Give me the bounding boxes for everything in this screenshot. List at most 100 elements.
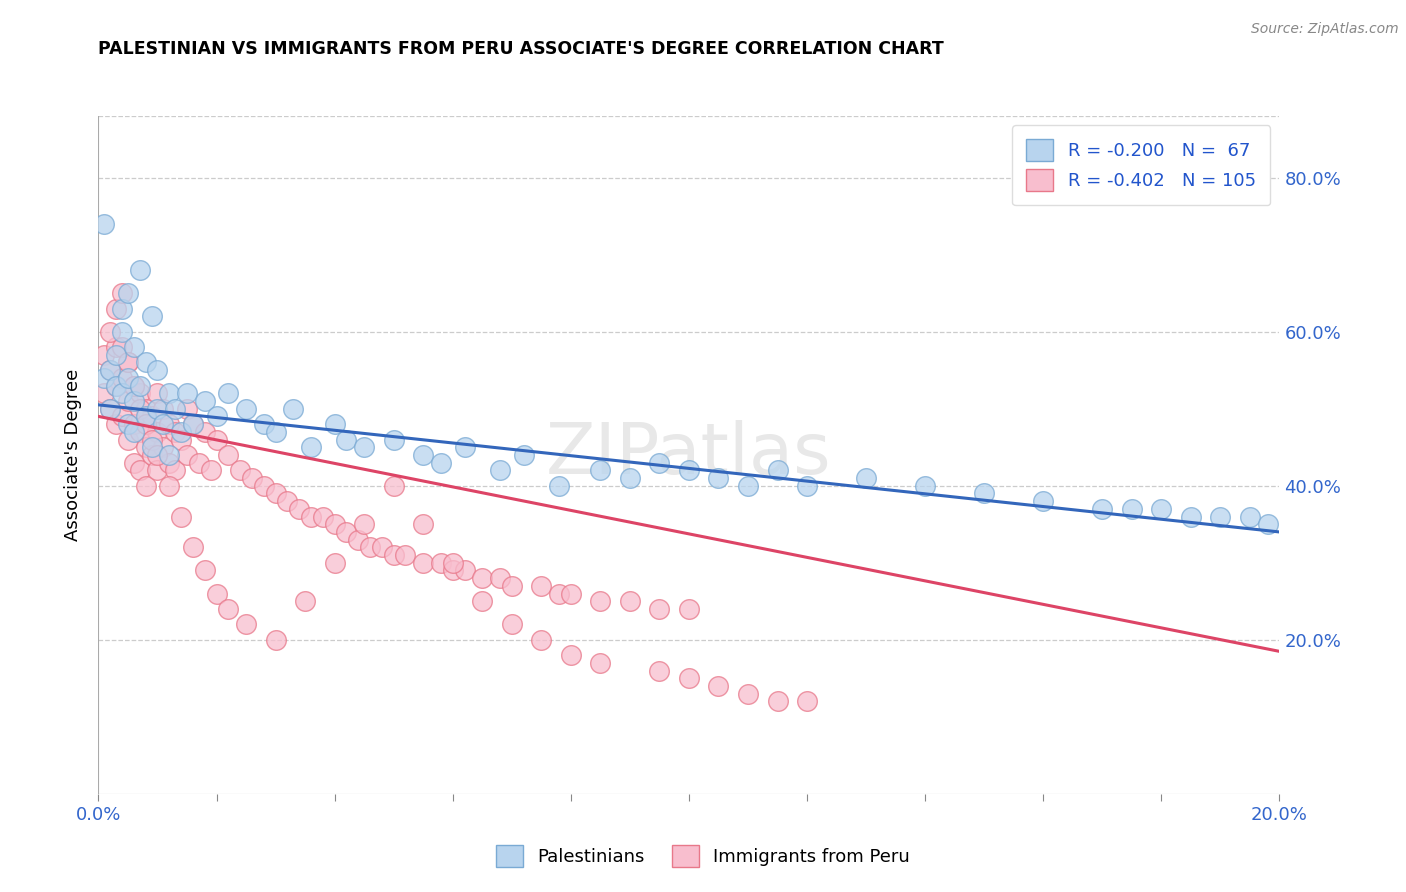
Point: [135, 479, 157, 493]
Point: [1121, 501, 1143, 516]
Point: [1209, 509, 1232, 524]
Point: [111, 371, 134, 385]
Point: [122, 340, 145, 354]
Point: [128, 378, 150, 392]
Point: [93, 371, 115, 385]
Point: [335, 433, 357, 447]
Point: [146, 425, 169, 439]
Point: [371, 541, 394, 555]
Point: [678, 463, 700, 477]
Point: [117, 394, 139, 409]
Point: [176, 448, 198, 462]
Point: [299, 440, 322, 454]
Point: [111, 409, 134, 424]
Point: [98, 401, 121, 416]
Point: [264, 486, 287, 500]
Point: [105, 378, 128, 392]
Point: [135, 440, 157, 454]
Point: [323, 556, 346, 570]
Point: [205, 433, 228, 447]
Point: [796, 694, 818, 708]
Point: [530, 579, 553, 593]
Point: [141, 310, 163, 324]
Point: [619, 471, 641, 485]
Point: [141, 409, 163, 424]
Text: ZIPatlas: ZIPatlas: [546, 420, 832, 490]
Point: [146, 463, 169, 477]
Point: [146, 386, 169, 401]
Point: [1150, 501, 1173, 516]
Point: [141, 433, 163, 447]
Point: [412, 517, 434, 532]
Point: [152, 401, 174, 416]
Point: [737, 479, 759, 493]
Point: [128, 401, 150, 416]
Point: [353, 517, 375, 532]
Point: [235, 401, 257, 416]
Point: [128, 463, 150, 477]
Point: [648, 664, 671, 678]
Point: [111, 386, 134, 401]
Point: [253, 417, 276, 431]
Point: [648, 456, 671, 470]
Point: [141, 440, 163, 454]
Point: [93, 217, 115, 231]
Point: [200, 463, 222, 477]
Point: [122, 394, 145, 409]
Point: [412, 448, 434, 462]
Point: [117, 355, 139, 369]
Point: [453, 440, 475, 454]
Point: [105, 348, 128, 362]
Point: [111, 301, 134, 316]
Point: [589, 463, 612, 477]
Legend: Palestinians, Immigrants from Peru: Palestinians, Immigrants from Peru: [489, 838, 917, 874]
Point: [430, 556, 453, 570]
Point: [152, 417, 174, 431]
Point: [347, 533, 370, 547]
Point: [240, 471, 263, 485]
Point: [441, 556, 464, 570]
Point: [229, 463, 252, 477]
Point: [157, 417, 180, 431]
Point: [111, 340, 134, 354]
Point: [146, 448, 169, 462]
Point: [181, 541, 204, 555]
Point: [135, 417, 157, 431]
Point: [766, 694, 789, 708]
Text: Source: ZipAtlas.com: Source: ZipAtlas.com: [1251, 22, 1399, 37]
Point: [157, 456, 180, 470]
Point: [560, 648, 582, 663]
Point: [105, 378, 128, 392]
Point: [170, 509, 193, 524]
Point: [382, 548, 405, 562]
Y-axis label: Associate's Degree: Associate's Degree: [63, 368, 82, 541]
Point: [707, 679, 730, 693]
Point: [512, 448, 534, 462]
Point: [122, 456, 145, 470]
Point: [359, 541, 381, 555]
Point: [323, 517, 346, 532]
Point: [335, 524, 357, 539]
Point: [382, 433, 405, 447]
Text: PALESTINIAN VS IMMIGRANTS FROM PERU ASSOCIATE'S DEGREE CORRELATION CHART: PALESTINIAN VS IMMIGRANTS FROM PERU ASSO…: [98, 40, 945, 58]
Point: [93, 348, 115, 362]
Point: [353, 440, 375, 454]
Point: [441, 564, 464, 578]
Point: [111, 325, 134, 339]
Point: [707, 471, 730, 485]
Point: [678, 671, 700, 685]
Point: [98, 401, 121, 416]
Point: [176, 401, 198, 416]
Point: [264, 425, 287, 439]
Point: [678, 602, 700, 616]
Point: [135, 401, 157, 416]
Point: [117, 417, 139, 431]
Point: [135, 355, 157, 369]
Point: [157, 386, 180, 401]
Point: [973, 486, 995, 500]
Point: [394, 548, 416, 562]
Point: [294, 594, 316, 608]
Point: [548, 479, 571, 493]
Point: [1032, 494, 1054, 508]
Point: [122, 425, 145, 439]
